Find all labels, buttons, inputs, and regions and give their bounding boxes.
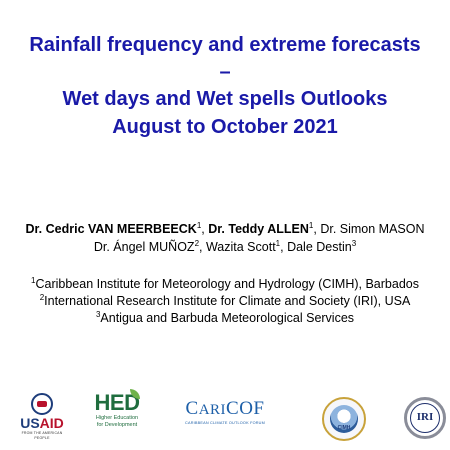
title-line-1: Rainfall frequency and extreme forecasts <box>29 34 421 56</box>
author-sup: 1 <box>275 238 281 248</box>
author-sup: 1 <box>308 220 314 230</box>
cimh-logo: CIMH <box>322 397 366 441</box>
authors-line-2: Dr. Ángel MUÑOZ2, Wazita Scott1, Dale De… <box>93 238 357 254</box>
hed-logo: HED Higher Education for Development <box>94 389 140 428</box>
author-allen: Dr. Teddy ALLEN <box>208 222 309 236</box>
authors-line-1: Dr. Cedric VAN MEERBEECK1, Dr. Teddy ALL… <box>25 220 425 236</box>
leaf-icon <box>130 389 140 399</box>
caricof-logo: CARICOF CARIBBEAN CLIMATE OUTLOOK FORUM <box>185 398 265 426</box>
author-munoz: Dr. Ángel MUÑOZ <box>93 240 195 254</box>
usaid-logo: USAID FROM THE AMERICAN PEOPLE <box>14 393 70 441</box>
author-scott: Wazita Scott <box>205 240 276 254</box>
title-line-3: Wet days and Wet spells Outlooks <box>62 88 388 110</box>
usaid-seal-icon <box>31 393 53 415</box>
affiliation-1: 1Caribbean Institute for Meteorology and… <box>31 275 419 291</box>
author-sup: 1 <box>196 220 202 230</box>
title-line-4: August to October 2021 <box>112 116 338 138</box>
iri-logo: IRI <box>404 397 446 439</box>
globe-icon <box>330 405 358 433</box>
author-destin: Dale Destin <box>287 240 352 254</box>
author-mason: Dr. Simon MASON <box>320 222 425 236</box>
author-van-meerbeeck: Dr. Cedric VAN MEERBEECK <box>25 222 197 236</box>
author-sup: 3 <box>351 238 357 248</box>
title-dash: – <box>219 61 231 83</box>
affiliation-2: 2International Research Institute for Cl… <box>39 292 411 308</box>
affiliation-3: 3Antigua and Barbuda Meteorological Serv… <box>95 309 355 325</box>
logo-strip: USAID FROM THE AMERICAN PEOPLE HED Highe… <box>0 385 450 445</box>
author-sup: 2 <box>194 238 200 248</box>
